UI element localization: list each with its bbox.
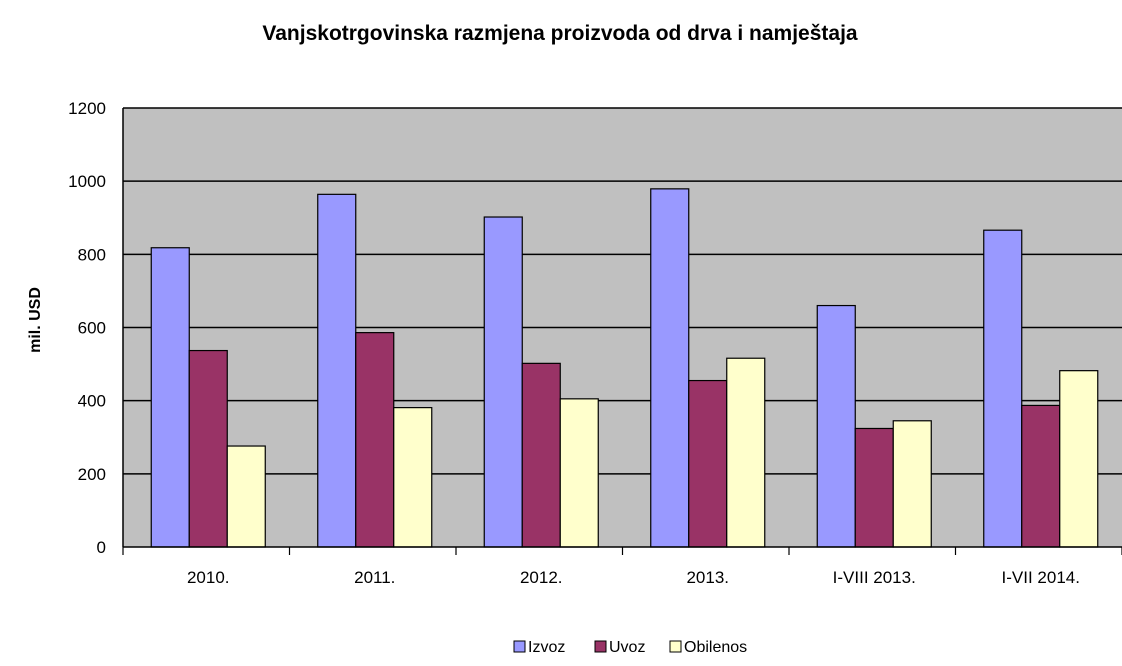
bar-izvoz-1 bbox=[317, 193, 357, 548]
bar-uvoz-0 bbox=[188, 349, 228, 548]
x-tick-label: 2010. bbox=[187, 568, 230, 587]
x-tick-label: I-VII 2014. bbox=[1002, 568, 1080, 587]
bar-obilenos-0 bbox=[226, 445, 266, 548]
gridlines bbox=[123, 107, 1122, 475]
bar-uvoz-1 bbox=[355, 332, 395, 548]
y-tick-label: 1000 bbox=[68, 172, 106, 191]
bar-obilenos-1 bbox=[393, 407, 433, 548]
x-tick-label: 2011. bbox=[354, 568, 395, 587]
x-tick-label: 2012. bbox=[520, 568, 563, 587]
bar-obilenos-4 bbox=[892, 420, 932, 548]
legend-swatch-uvoz bbox=[594, 640, 607, 653]
legend: Izvoz Uvoz Obilenos bbox=[513, 639, 747, 656]
bars bbox=[150, 188, 1099, 548]
y-tick-label: 600 bbox=[78, 319, 106, 338]
legend-label-izvoz: Izvoz bbox=[528, 639, 565, 656]
bar-uvoz-5 bbox=[1021, 404, 1061, 548]
bar-uvoz-3 bbox=[688, 379, 728, 548]
bar-obilenos-2 bbox=[559, 398, 599, 548]
legend-label-uvoz: Uvoz bbox=[609, 639, 645, 656]
y-tick-label: 400 bbox=[78, 392, 106, 411]
y-axis-ticks: 0 200 400 600 800 1000 1200 bbox=[68, 99, 106, 557]
y-tick-label: 800 bbox=[78, 245, 106, 264]
y-tick-label: 200 bbox=[78, 465, 106, 484]
y-tick-label: 1200 bbox=[68, 99, 106, 118]
x-axis-ticks: 2010. 2011. 2012. 2013. I-VIII 2013. I-VII 20… bbox=[187, 568, 1080, 587]
legend-label-obilenos: Obilenos bbox=[684, 639, 747, 656]
bar-izvoz-2 bbox=[483, 216, 523, 548]
bar-uvoz-2 bbox=[521, 362, 561, 548]
y-tick-label: 0 bbox=[97, 538, 106, 557]
legend-swatch-obilenos bbox=[669, 640, 682, 653]
x-tick-label: 2013. bbox=[686, 568, 729, 587]
bar-izvoz-3 bbox=[650, 188, 690, 548]
chart-title: Vanjskotrgovinska razmjena proizvoda od … bbox=[262, 22, 858, 45]
bar-izvoz-4 bbox=[816, 304, 856, 548]
bar-uvoz-4 bbox=[854, 427, 894, 548]
axes bbox=[122, 108, 1122, 555]
bar-obilenos-3 bbox=[726, 357, 766, 548]
y-axis-label: mil. USD bbox=[27, 287, 44, 353]
legend-swatch-izvoz bbox=[513, 640, 526, 653]
bar-izvoz-0 bbox=[150, 247, 190, 548]
bar-izvoz-5 bbox=[983, 229, 1023, 548]
bar-obilenos-5 bbox=[1059, 370, 1099, 548]
x-tick-label: I-VIII 2013. bbox=[833, 568, 916, 587]
